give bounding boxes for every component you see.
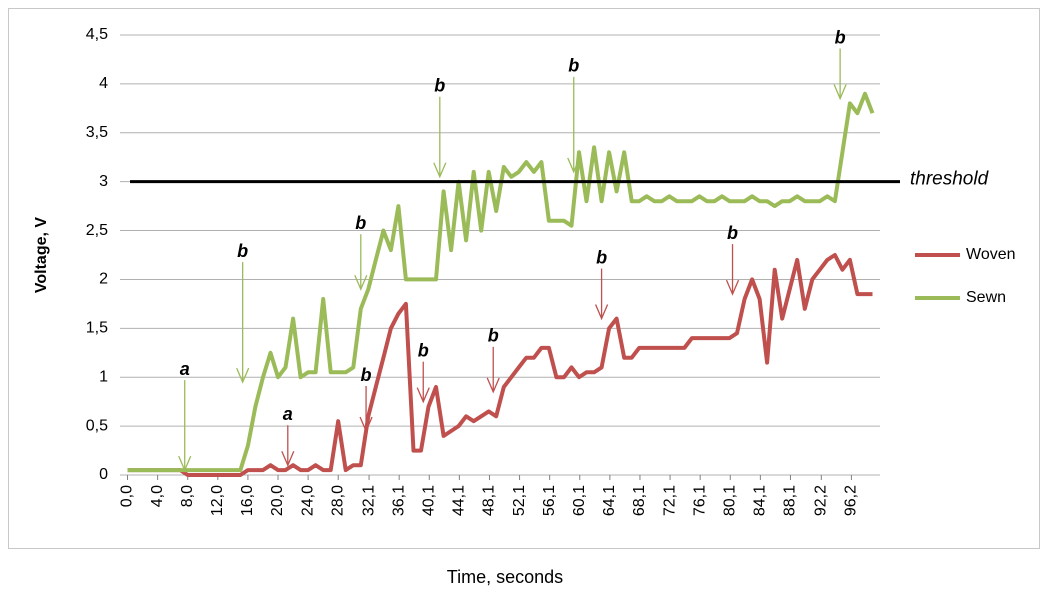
y-tick-label: 2 [99, 271, 108, 288]
annotation-arrowhead [281, 450, 295, 467]
x-tick-label: 96,2 [843, 485, 860, 516]
y-tick-label: 1 [99, 368, 108, 385]
annotation-arrowhead [725, 279, 740, 296]
x-tick-label: 56,1 [541, 485, 558, 516]
annotation-label: b [568, 56, 579, 76]
series-line [127, 253, 873, 477]
x-tick-label: 84,1 [752, 485, 769, 516]
annotation-label: b [488, 326, 499, 346]
x-tick-label: 88,1 [782, 485, 799, 516]
annotation-label: b [434, 76, 445, 96]
annotation-label: a [283, 404, 293, 424]
x-tick-label: 76,1 [691, 485, 708, 516]
x-tick-label: 8,0 [179, 485, 196, 507]
y-axis-title: Voltage, V [33, 217, 50, 293]
x-tick-label: 52,1 [511, 485, 528, 516]
series-line [127, 91, 875, 473]
x-tick-label: 40,1 [420, 485, 437, 516]
y-tick-label: 4,5 [86, 26, 108, 43]
annotation-arrowhead [236, 367, 250, 384]
annotation-label: b [355, 213, 366, 233]
annotation-arrowhead [359, 416, 373, 433]
legend-label: Woven [966, 246, 1016, 263]
annotation-label: b [727, 223, 738, 243]
x-tick-label: 48,1 [481, 485, 498, 516]
y-tick-label: 1,5 [86, 320, 108, 337]
threshold-label: threshold [910, 169, 990, 190]
annotation-label: b [596, 247, 607, 267]
annotation-arrowhead [178, 455, 192, 472]
x-tick-label: 0,0 [119, 485, 136, 507]
y-tick-label: 3,5 [86, 124, 108, 141]
x-tick-label: 64,1 [601, 485, 618, 516]
annotation-arrowhead [486, 377, 500, 394]
x-tick-label: 4,0 [149, 485, 166, 507]
y-tick-label: 2,5 [86, 222, 108, 239]
x-tick-label: 36,1 [390, 485, 407, 516]
y-tick-label: 4 [99, 75, 108, 92]
y-tick-label: 0 [99, 466, 108, 483]
x-tick-label: 12,0 [209, 485, 226, 516]
annotation-label: b [835, 27, 846, 47]
y-tick-label: 3 [99, 173, 108, 190]
x-tick-label: 32,1 [360, 485, 377, 516]
x-tick-label: 80,1 [721, 485, 738, 516]
y-tick-label: 0,5 [86, 417, 108, 434]
annotation-label: b [237, 241, 248, 261]
x-tick-label: 16,0 [239, 485, 256, 516]
x-tick-label: 68,1 [631, 485, 648, 516]
x-tick-label: 44,1 [451, 485, 468, 516]
x-tick-label: 72,1 [661, 485, 678, 516]
annotation-arrowhead [567, 157, 581, 174]
chart-border [8, 8, 1040, 549]
annotation-arrowhead [354, 274, 368, 291]
annotation-arrowhead [416, 387, 430, 404]
annotation-arrowhead [594, 304, 609, 321]
annotation-arrowhead [833, 84, 847, 101]
annotation-label: a [180, 359, 190, 379]
annotation-label: b [418, 340, 429, 360]
annotation-label: b [361, 365, 372, 385]
x-tick-label: 60,1 [571, 485, 588, 516]
x-tick-label: 24,0 [299, 485, 316, 516]
x-tick-label: 20,0 [269, 485, 286, 516]
annotation-arrowhead [433, 162, 447, 179]
x-tick-label: 28,0 [329, 485, 346, 516]
legend-label: Sewn [966, 289, 1006, 306]
x-axis-title: Time, seconds [447, 567, 563, 587]
x-tick-label: 92,2 [813, 485, 830, 516]
